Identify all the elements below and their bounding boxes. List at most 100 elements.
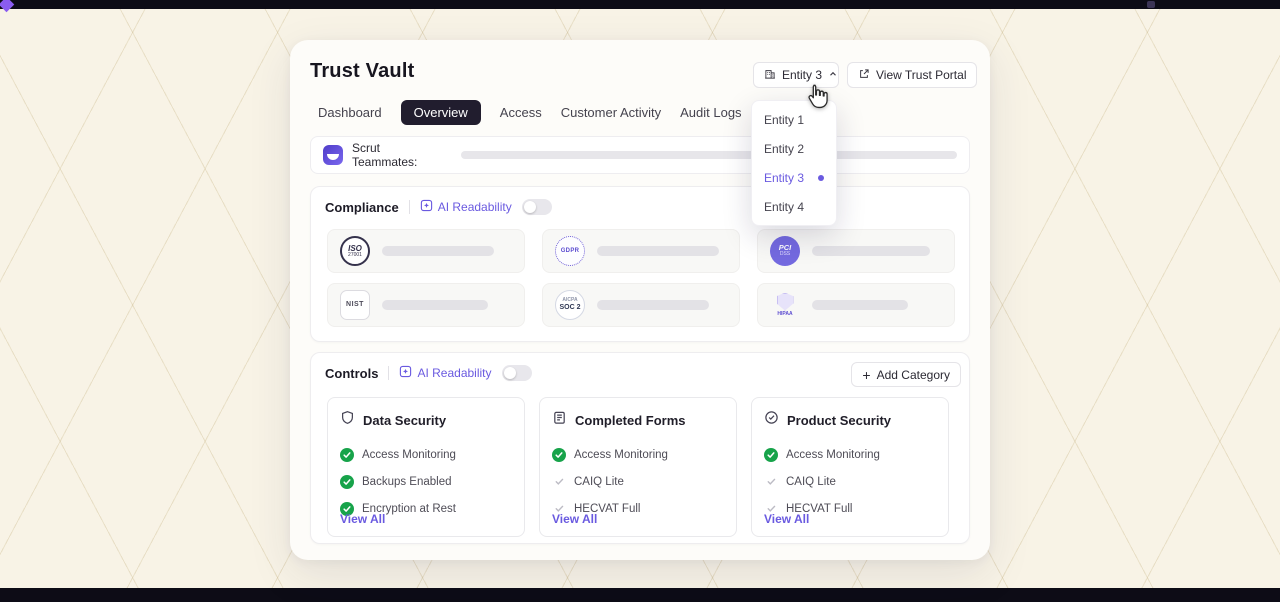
dropdown-item-label: Entity 1 bbox=[764, 112, 805, 127]
compliance-item-pci[interactable]: PCI DSS bbox=[757, 229, 955, 273]
control-item-label: HECVAT Full bbox=[786, 502, 853, 515]
add-category-button[interactable]: + Add Category bbox=[851, 362, 961, 387]
check-icon bbox=[764, 475, 778, 489]
tab-access[interactable]: Access bbox=[499, 104, 542, 120]
skeleton-bar bbox=[460, 151, 957, 159]
check-icon bbox=[552, 502, 566, 516]
page-title: Trust Vault bbox=[310, 60, 415, 82]
bottom-dark-bar bbox=[0, 588, 1280, 602]
compliance-item-nist[interactable]: NIST bbox=[327, 283, 525, 327]
view-all-link[interactable]: View All bbox=[764, 512, 810, 526]
plus-icon: + bbox=[862, 366, 871, 383]
hipaa-badge-icon: HIPAA bbox=[770, 290, 800, 320]
scrut-logo bbox=[323, 145, 343, 165]
list-item: HECVAT Full bbox=[552, 495, 724, 522]
building-icon bbox=[764, 68, 776, 83]
check-icon bbox=[552, 475, 566, 489]
compliance-title: Compliance bbox=[325, 199, 399, 215]
control-item-label: Access Monitoring bbox=[786, 448, 880, 461]
ai-readability-icon bbox=[420, 199, 433, 215]
top-right-glyph bbox=[1147, 1, 1155, 8]
badge-sublabel: 27001 bbox=[348, 251, 362, 258]
tab-audit-logs[interactable]: Audit Logs bbox=[680, 104, 742, 120]
list-item: CAIQ Lite bbox=[552, 468, 724, 495]
compliance-item-soc2[interactable]: AICPA SOC 2 bbox=[542, 283, 740, 327]
divider bbox=[408, 200, 410, 214]
badge-label: PCI bbox=[778, 242, 792, 252]
dropdown-item-label: Entity 3 bbox=[764, 170, 805, 185]
control-item-label: Encryption at Rest bbox=[362, 502, 456, 515]
shield-icon bbox=[340, 410, 355, 430]
control-item-label: HECVAT Full bbox=[574, 502, 641, 515]
view-trust-portal-button[interactable]: View Trust Portal bbox=[847, 62, 978, 88]
view-all-link[interactable]: View All bbox=[340, 512, 386, 526]
control-item-label: CAIQ Lite bbox=[574, 475, 624, 488]
tab-overview[interactable]: Overview bbox=[400, 99, 481, 125]
entity-selector-button[interactable]: Entity 3 bbox=[753, 62, 839, 88]
compliance-item-iso[interactable]: ISO 27001 bbox=[327, 229, 525, 273]
badge-label: GDPR bbox=[560, 247, 580, 254]
skeleton-bar bbox=[812, 246, 930, 256]
tab-customer-activity[interactable]: Customer Activity bbox=[560, 104, 662, 120]
pci-badge-icon: PCI DSS bbox=[770, 236, 800, 266]
trust-vault-card: Trust Vault Entity 3 View Trust Portal D… bbox=[290, 40, 990, 560]
entity-dropdown-menu: Entity 1 Entity 2 Entity 3 Entity 4 bbox=[751, 100, 837, 226]
control-item-list: Access Monitoring CAIQ Lite HECVAT Full bbox=[552, 441, 724, 522]
ai-readability-icon bbox=[399, 365, 412, 381]
gdpr-badge-icon: GDPR bbox=[555, 236, 585, 266]
control-card-data-security: Data Security Access Monitoring Backups … bbox=[327, 397, 525, 537]
decor-diamond bbox=[0, 0, 15, 13]
toggle-knob bbox=[503, 367, 516, 379]
view-all-link[interactable]: View All bbox=[552, 512, 598, 526]
list-item: HECVAT Full bbox=[764, 495, 936, 522]
list-item: Access Monitoring bbox=[552, 441, 724, 468]
compliance-badge-grid: ISO 27001 GDPR PCI DSS bbox=[327, 229, 955, 327]
ai-readability-chip[interactable]: AI Readability bbox=[420, 199, 512, 215]
controls-title: Controls bbox=[325, 365, 379, 381]
dropdown-item-entity-2[interactable]: Entity 2 bbox=[752, 134, 836, 163]
check-circle-icon bbox=[340, 447, 354, 462]
compliance-header: Compliance AI Readability bbox=[311, 187, 969, 215]
check-circle-icon bbox=[340, 474, 354, 489]
award-badge-icon bbox=[764, 410, 779, 430]
control-item-label: Access Monitoring bbox=[362, 448, 456, 461]
toggle-knob bbox=[523, 201, 536, 213]
tab-dashboard[interactable]: Dashboard bbox=[318, 104, 382, 120]
ai-readability-toggle[interactable] bbox=[501, 365, 532, 381]
dropdown-item-entity-4[interactable]: Entity 4 bbox=[752, 192, 836, 221]
list-item: CAIQ Lite bbox=[764, 468, 936, 495]
ai-readability-label: AI Readability bbox=[417, 366, 492, 380]
control-card-completed-forms: Completed Forms Access Monitoring CAIQ L… bbox=[539, 397, 737, 537]
view-trust-portal-label: View Trust Portal bbox=[876, 68, 967, 82]
external-link-icon bbox=[858, 68, 870, 83]
check-icon bbox=[764, 502, 778, 516]
soc2-badge-icon: AICPA SOC 2 bbox=[555, 290, 585, 320]
list-item: Access Monitoring bbox=[340, 441, 512, 468]
check-circle-icon bbox=[764, 447, 778, 462]
control-item-label: Access Monitoring bbox=[574, 448, 668, 461]
ai-readability-toggle[interactable] bbox=[521, 199, 552, 215]
ai-readability-chip[interactable]: AI Readability bbox=[399, 365, 492, 381]
dropdown-item-entity-1[interactable]: Entity 1 bbox=[752, 105, 836, 134]
list-item: Encryption at Rest bbox=[340, 495, 512, 522]
control-card-header: Product Security bbox=[764, 410, 936, 430]
compliance-item-hipaa[interactable]: HIPAA bbox=[757, 283, 955, 327]
badge-label: ISO bbox=[348, 243, 362, 253]
clipboard-icon bbox=[552, 410, 567, 430]
control-card-title: Data Security bbox=[363, 412, 447, 428]
skeleton-bar bbox=[597, 300, 709, 310]
control-card-header: Data Security bbox=[340, 410, 512, 430]
nist-badge-icon: NIST bbox=[340, 290, 370, 320]
check-circle-icon bbox=[340, 501, 354, 516]
add-category-label: Add Category bbox=[876, 367, 950, 382]
compliance-item-gdpr[interactable]: GDPR bbox=[542, 229, 740, 273]
compliance-section: Compliance AI Readability ISO 27001 bbox=[310, 186, 970, 342]
badge-sublabel: DSS bbox=[779, 251, 791, 258]
control-card-title: Completed Forms bbox=[575, 412, 686, 428]
controls-header: Controls AI Readability bbox=[311, 353, 969, 381]
teammates-label: Scrut Teammates: bbox=[352, 141, 418, 169]
divider bbox=[388, 366, 390, 380]
control-card-title: Product Security bbox=[787, 412, 892, 428]
tab-bar: Dashboard Overview Access Customer Activ… bbox=[318, 99, 742, 125]
dropdown-item-entity-3[interactable]: Entity 3 bbox=[752, 163, 836, 192]
